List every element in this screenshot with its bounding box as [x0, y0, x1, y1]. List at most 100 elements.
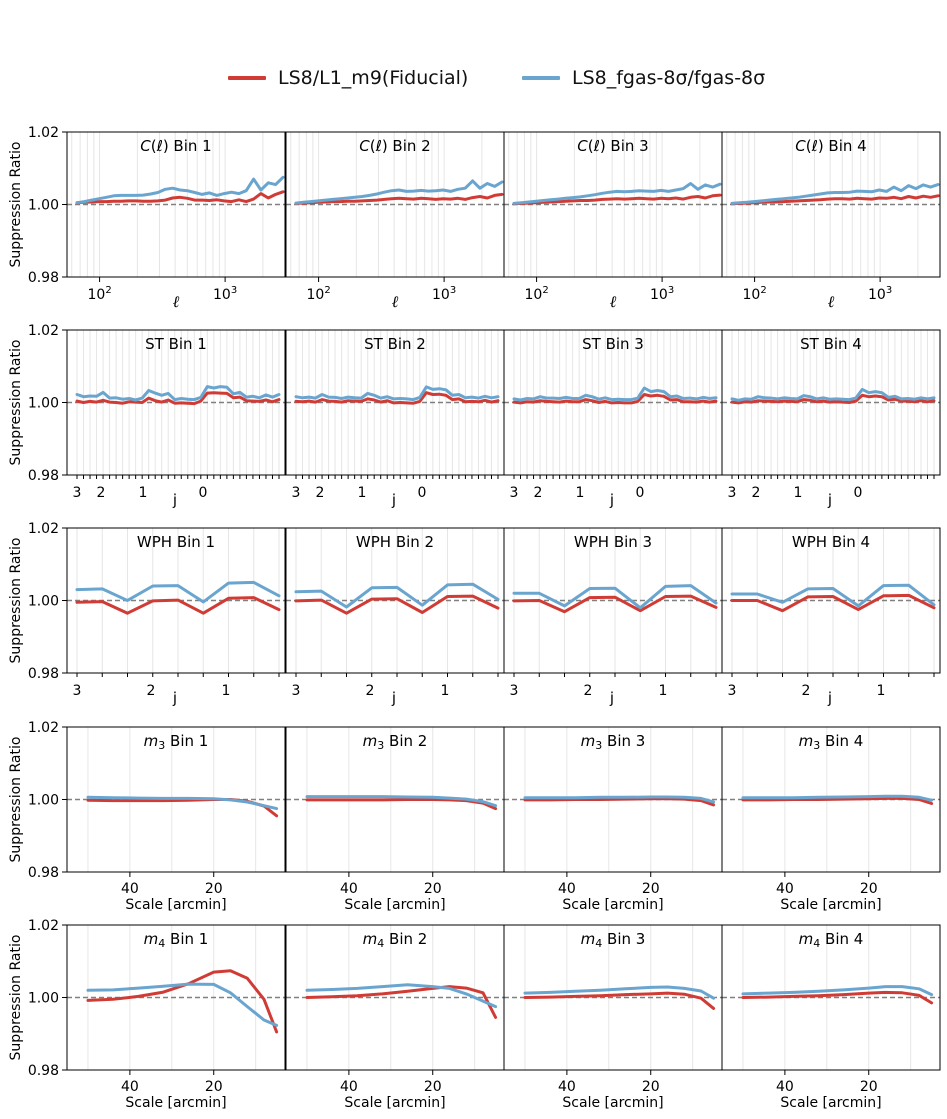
series-line-fgas-st-bin-3 — [512, 386, 718, 402]
x-tick-label-st-bin-1-1: 2 — [97, 485, 106, 501]
series-line-fiducial-st-bin-2 — [294, 391, 500, 405]
panel-title-m4-bin-2: m4 Bin 2 — [363, 930, 428, 950]
x-axis-label-st-bin-3: j — [609, 491, 614, 509]
y-tick-label-c-1: 1.00 — [28, 198, 59, 214]
y-tick-label-c-2: 0.98 — [28, 270, 59, 286]
x-tick-label-m3-bin-4-1: 20 — [860, 881, 878, 897]
y-tick-label-m4-2: 0.98 — [28, 1063, 59, 1079]
series-line-fiducial-c-bin-3 — [512, 193, 722, 206]
legend-label-fgas: LS8_fgas-8σ/fgas-8σ — [572, 67, 766, 89]
x-axis-label-st-bin-2: j — [391, 491, 396, 509]
x-tick-label-wph-bin-4-2: 1 — [877, 683, 886, 699]
panel-title-c-bin-4: C(ℓ) Bin 4 — [795, 137, 866, 155]
x-tick-label-c-bin-4-1: 103 — [868, 285, 892, 303]
x-tick-label-st-bin-1-2: 1 — [139, 485, 148, 501]
y-tick-label-m4-0: 1.02 — [28, 918, 59, 934]
series-line-fiducial-m3-bin-3 — [523, 797, 716, 807]
x-tick-label-c-bin-2-0: 102 — [306, 285, 330, 303]
series-line-fiducial-wph-bin-3 — [512, 594, 718, 614]
series-line-fgas-c-bin-1 — [75, 175, 285, 205]
series-line-fgas-wph-bin-3 — [512, 584, 718, 610]
x-tick-label-c-bin-3-1: 103 — [650, 285, 674, 303]
y-tick-label-m3-2: 0.98 — [28, 865, 59, 881]
series-line-fiducial-m3-bin-4 — [741, 796, 934, 805]
x-tick-label-st-bin-4-0: 3 — [728, 485, 737, 501]
series-line-fgas-wph-bin-2 — [294, 582, 500, 609]
panel-frame-m3-bin-4 — [721, 726, 941, 873]
legend: LS8/L1_m9(Fiducial) LS8_fgas-8σ/fgas-8σ — [0, 62, 947, 98]
series-line-fiducial-wph-bin-2 — [294, 594, 500, 615]
panel-title-m3-bin-2: m3 Bin 2 — [363, 732, 428, 752]
panel-frame-m4-bin-1 — [66, 924, 286, 1071]
x-tick-label-wph-bin-2-2: 1 — [441, 683, 450, 699]
x-axis-label-m3-bin-1: Scale [arcmin] — [125, 897, 226, 913]
series-line-fgas-m3-bin-4 — [741, 794, 934, 802]
series-line-fiducial-c-bin-4 — [730, 194, 940, 206]
x-tick-label-m3-bin-1-1: 20 — [205, 881, 223, 897]
series-line-fiducial-m4-bin-1 — [86, 969, 279, 1034]
x-axis-label-c-bin-3: ℓ — [610, 292, 617, 311]
x-axis-label-m4-bin-1: Scale [arcmin] — [125, 1095, 226, 1111]
x-axis-label-m4-bin-3: Scale [arcmin] — [562, 1095, 663, 1111]
x-tick-label-st-bin-3-2: 1 — [576, 485, 585, 501]
panel-title-wph-bin-1: WPH Bin 1 — [137, 533, 215, 551]
panel-title-m4-bin-3: m4 Bin 3 — [581, 930, 646, 950]
y-axis-label-m4: Suppression Ratio — [8, 935, 24, 1061]
x-tick-label-wph-bin-4-1: 2 — [802, 683, 811, 699]
series-line-fgas-m4-bin-4 — [741, 985, 934, 997]
series-line-fiducial-m3-bin-2 — [305, 798, 498, 811]
x-tick-label-c-bin-3-0: 102 — [524, 285, 548, 303]
x-tick-label-st-bin-4-1: 2 — [752, 485, 761, 501]
y-tick-label-wph-0: 1.02 — [28, 521, 59, 537]
series-line-fiducial-st-bin-1 — [75, 391, 281, 406]
series-line-fgas-m3-bin-1 — [86, 795, 279, 811]
x-tick-label-m3-bin-2-1: 20 — [424, 881, 442, 897]
panel-title-c-bin-3: C(ℓ) Bin 3 — [577, 137, 648, 155]
panel-title-st-bin-1: ST Bin 1 — [145, 335, 207, 353]
x-tick-label-m4-bin-2-0: 40 — [340, 1079, 358, 1095]
x-tick-label-m4-bin-4-1: 20 — [860, 1079, 878, 1095]
x-tick-label-wph-bin-3-2: 1 — [659, 683, 668, 699]
panel-title-m3-bin-4: m3 Bin 4 — [799, 732, 864, 752]
y-axis-label-wph: Suppression Ratio — [8, 538, 24, 664]
x-axis-label-c-bin-4: ℓ — [828, 292, 835, 311]
x-tick-label-c-bin-4-0: 102 — [742, 285, 766, 303]
x-tick-label-st-bin-3-0: 3 — [510, 485, 519, 501]
panel-frame-wph-bin-1 — [66, 527, 286, 674]
x-tick-label-st-bin-3-1: 2 — [534, 485, 543, 501]
x-tick-label-st-bin-4-2: 1 — [794, 485, 803, 501]
panel-frame-m3-bin-1 — [66, 726, 286, 873]
series-line-fgas-c-bin-4 — [730, 183, 940, 205]
x-axis-label-wph-bin-1: j — [172, 689, 177, 707]
x-tick-label-c-bin-1-0: 102 — [87, 285, 111, 303]
x-tick-label-m3-bin-2-0: 40 — [340, 881, 358, 897]
panel-title-st-bin-3: ST Bin 3 — [582, 335, 644, 353]
y-tick-label-m3-1: 1.00 — [28, 793, 59, 809]
series-line-fgas-m4-bin-3 — [523, 985, 716, 1000]
x-tick-label-wph-bin-3-1: 2 — [584, 683, 593, 699]
x-tick-label-wph-bin-3-0: 3 — [510, 683, 519, 699]
y-axis-label-st: Suppression Ratio — [8, 340, 24, 466]
series-line-fgas-c-bin-3 — [512, 182, 722, 205]
x-tick-label-wph-bin-1-1: 2 — [147, 683, 156, 699]
panel-title-m3-bin-3: m3 Bin 3 — [581, 732, 646, 752]
panel-title-wph-bin-2: WPH Bin 2 — [356, 533, 434, 551]
series-line-fgas-c-bin-2 — [294, 179, 504, 205]
series-line-fiducial-st-bin-3 — [512, 393, 718, 405]
y-axis-label-c: Suppression Ratio — [8, 142, 24, 268]
panel-title-m3-bin-1: m3 Bin 1 — [144, 732, 209, 752]
x-tick-label-wph-bin-2-0: 3 — [292, 683, 301, 699]
x-tick-label-m4-bin-4-0: 40 — [776, 1079, 794, 1095]
x-tick-label-m4-bin-2-1: 20 — [424, 1079, 442, 1095]
series-line-fgas-m4-bin-1 — [86, 982, 279, 1027]
series-line-fiducial-wph-bin-1 — [75, 596, 281, 615]
y-tick-label-m3-0: 1.02 — [28, 720, 59, 736]
x-tick-label-m4-bin-3-0: 40 — [558, 1079, 576, 1095]
x-axis-label-m4-bin-4: Scale [arcmin] — [780, 1095, 881, 1111]
panel-title-wph-bin-4: WPH Bin 4 — [792, 533, 870, 551]
panel-title-st-bin-2: ST Bin 2 — [364, 335, 426, 353]
x-tick-label-m3-bin-3-0: 40 — [558, 881, 576, 897]
panel-frame-c-bin-1 — [66, 131, 286, 278]
legend-item-fgas: LS8_fgas-8σ/fgas-8σ — [522, 62, 765, 94]
x-axis-label-c-bin-2: ℓ — [392, 292, 399, 311]
